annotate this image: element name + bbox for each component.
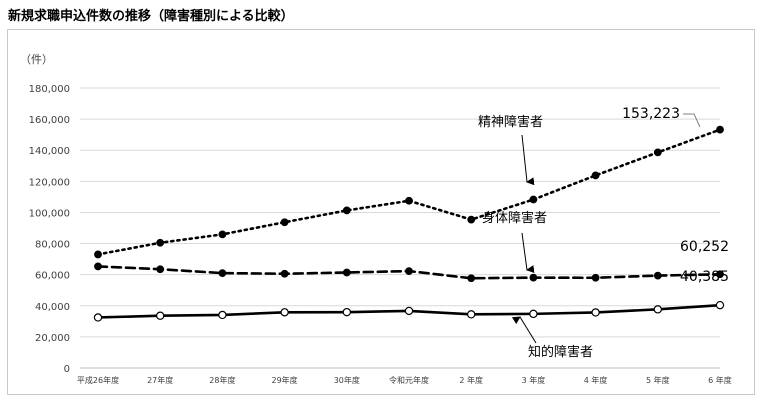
series-point-2-9: [653, 305, 663, 314]
page-title: 新規求職申込件数の推移（障害種別による比較）: [8, 9, 294, 24]
series-point-2-1: [155, 311, 165, 320]
series-point-1-6: [467, 274, 476, 283]
series-point-2-3: [280, 308, 289, 317]
series-point-1-8: [591, 273, 600, 282]
end-label-leader-0: [683, 113, 701, 128]
series-end-value-label: 153,223: [622, 106, 680, 122]
x-tick-label: 平成26年度: [77, 375, 119, 385]
series-point-1-5: [405, 267, 413, 275]
x-tick-label: 5 年度: [646, 375, 670, 385]
series-name-label: 身体障害者: [482, 210, 547, 226]
series-point-2-6: [467, 310, 476, 319]
series-line-0: [96, 128, 722, 256]
series-point-0-8: [591, 171, 600, 180]
x-tick-label: 29年度: [272, 375, 298, 385]
y-tick-label: 100,000: [29, 208, 70, 219]
series-point-1-3: [280, 269, 289, 278]
x-tick-label: 28年度: [209, 375, 235, 385]
y-tick-label: 140,000: [29, 146, 70, 157]
y-tick-label: 0: [64, 364, 70, 375]
series-end-value-label: 40,385: [680, 269, 729, 285]
series-point-1-1: [156, 265, 165, 274]
series-point-1-10: [716, 270, 724, 279]
axes: （件） 0 20,000 40,000 60,000 80,000 100,000 120,0…: [20, 53, 732, 385]
series-point-2-4: [342, 307, 351, 317]
x-tick-label: 27年度: [147, 375, 173, 385]
series-end-value-label: 60,252: [680, 239, 729, 255]
x-tick-label: 2 年度: [459, 375, 483, 385]
series-point-0-7: [529, 195, 538, 204]
x-tick-label: 3 年度: [522, 375, 546, 385]
chart-frame: （件） 0 20,000 40,000 60,000 80,000 100,000 120,0…: [7, 29, 755, 395]
series-point-0-0: [94, 250, 102, 259]
series-name-label: 精神障害者: [478, 114, 543, 130]
y-tick-label: 180,000: [29, 84, 70, 95]
series-point-1-7: [529, 273, 538, 282]
series-point-0-3: [280, 218, 289, 227]
series-point-2-7: [529, 309, 538, 319]
x-tick-label: 令和元年度: [389, 375, 429, 385]
series-point-1-4: [342, 268, 351, 277]
series-name-label: 知的障害者: [528, 344, 593, 360]
line-chart: （件） 0 20,000 40,000 60,000 80,000 100,000 120,0…: [20, 53, 732, 385]
y-tick-label: 120,000: [29, 177, 70, 188]
x-tick-label: 6 年度: [708, 375, 732, 385]
series-point-0-10: [716, 125, 724, 134]
x-tick-label: 4 年度: [584, 375, 608, 385]
gridlines: [80, 87, 720, 369]
series-point-1-9: [653, 271, 662, 280]
series-point-0-9: [653, 148, 662, 157]
y-tick-label: 20,000: [35, 333, 70, 344]
series-point-2-5: [404, 306, 414, 316]
y-tick-label: 60,000: [35, 271, 70, 282]
series-point-1-2: [218, 269, 227, 278]
series-name-arrow-0: [521, 134, 535, 186]
series-point-0-4: [342, 206, 351, 215]
x-tick-label: 30年度: [334, 375, 360, 385]
y-tick-label: 80,000: [35, 240, 70, 251]
series-name-arrow-1: [521, 232, 535, 274]
series-point-0-5: [405, 196, 413, 205]
series-point-2-2: [218, 310, 227, 320]
series-lines: [96, 128, 722, 319]
series-name-arrow-2: [511, 316, 537, 344]
series-point-1-0: [94, 262, 102, 271]
series-point-2-8: [591, 308, 600, 317]
series-point-0-1: [156, 238, 165, 247]
series-point-2-10: [715, 300, 725, 310]
series-point-2-0: [93, 313, 103, 322]
series-point-0-2: [218, 230, 227, 239]
y-tick-label: 160,000: [29, 115, 70, 126]
series-point-0-6: [467, 215, 476, 224]
series-markers: [93, 125, 725, 322]
y-axis-unit-label: （件）: [20, 53, 53, 66]
y-tick-label: 40,000: [35, 302, 70, 313]
